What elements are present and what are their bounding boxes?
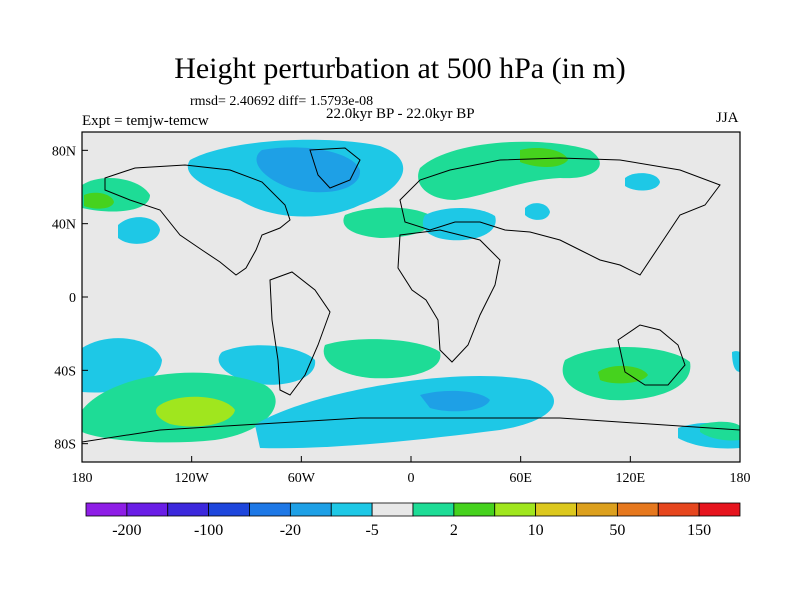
colorbar-swatch bbox=[698, 502, 741, 517]
lon-tick-label: 0 bbox=[408, 471, 415, 486]
colorbar-swatch bbox=[616, 502, 659, 517]
eurasia-outline bbox=[399, 157, 721, 276]
period-text: 22.0kyr BP - 22.0kyr BP bbox=[326, 106, 475, 122]
anomaly-region-positive bbox=[700, 421, 740, 441]
anomaly-region-positive bbox=[155, 396, 235, 427]
colorbar-label: -20 bbox=[280, 522, 301, 539]
lon-tick-label: 60W bbox=[288, 471, 316, 486]
colorbar-label: -200 bbox=[112, 522, 141, 539]
colorbar-swatch bbox=[576, 502, 618, 517]
chart-title: Height perturbation at 500 hPa (in m) bbox=[174, 52, 626, 85]
anomaly-region-positive bbox=[84, 192, 114, 209]
lat-tick-label: 40N bbox=[52, 218, 76, 233]
colorbar-swatch bbox=[249, 502, 291, 517]
coastlines bbox=[82, 147, 740, 443]
anomaly-region-negative bbox=[422, 207, 496, 241]
anomaly-region-negative bbox=[256, 147, 361, 193]
lat-tick-label: 80S bbox=[54, 438, 76, 453]
anomaly-region-negative bbox=[255, 376, 554, 449]
colorbar-label: -100 bbox=[194, 522, 223, 539]
colorbar-label: 50 bbox=[609, 522, 625, 539]
lon-tick-label: 60E bbox=[509, 471, 532, 486]
greenland-outline bbox=[309, 147, 361, 189]
lat-tick-label: 80N bbox=[52, 144, 76, 159]
anomaly-region-positive bbox=[323, 339, 441, 379]
colorbar-swatch bbox=[535, 502, 577, 517]
anomaly-region-negative bbox=[732, 351, 740, 372]
anomaly-region-negative bbox=[525, 203, 550, 220]
longitude-axis: 180 120W 60W 0 60E 120E 180 bbox=[72, 456, 751, 486]
colorbar: -200 -100 -20 -5 2 10 50 150 bbox=[85, 502, 741, 539]
map-plot-area bbox=[82, 132, 740, 462]
anomaly-region-positive bbox=[343, 207, 432, 238]
anomaly-region-positive bbox=[520, 148, 568, 167]
colorbar-label: 10 bbox=[528, 522, 544, 539]
colorbar-swatch bbox=[167, 502, 210, 517]
anomaly-region-negative bbox=[625, 173, 660, 191]
south-america-outline bbox=[269, 271, 331, 396]
colorbar-label: -5 bbox=[365, 522, 378, 539]
colorbar-swatch bbox=[657, 502, 700, 517]
anomaly-region-negative bbox=[420, 390, 490, 412]
season-text: JJA bbox=[716, 110, 739, 126]
colorbar-swatch bbox=[371, 502, 414, 517]
colorbar-swatch bbox=[126, 502, 169, 517]
colorbar-swatch bbox=[85, 502, 128, 517]
experiment-text: Expt = temjw-temcw bbox=[82, 113, 209, 129]
colorbar-swatch bbox=[330, 502, 373, 517]
colorbar-swatch bbox=[412, 502, 455, 517]
colorbar-swatch bbox=[494, 502, 537, 517]
colorbar-label: 2 bbox=[450, 522, 458, 539]
lat-tick-label: 40S bbox=[54, 364, 76, 379]
africa-outline bbox=[397, 229, 501, 363]
antarctica-outline bbox=[82, 417, 740, 443]
colorbar-swatch bbox=[289, 502, 332, 517]
lon-tick-label: 120W bbox=[175, 471, 210, 486]
colorbar-swatch bbox=[453, 502, 496, 517]
colorbar-swatch bbox=[208, 502, 250, 517]
contour-fills bbox=[82, 139, 740, 449]
lon-tick-label: 120E bbox=[616, 471, 646, 486]
anomaly-region-negative bbox=[118, 217, 160, 244]
lat-tick-label: 0 bbox=[69, 291, 76, 306]
lon-tick-label: 180 bbox=[730, 471, 751, 486]
anomaly-region-negative bbox=[218, 345, 316, 385]
lon-tick-label: 180 bbox=[72, 471, 93, 486]
australia-outline bbox=[617, 324, 686, 386]
colorbar-label: 150 bbox=[687, 522, 711, 539]
north-america-outline bbox=[104, 164, 291, 276]
latitude-axis: 80N 40N 0 40S 80S bbox=[52, 144, 88, 453]
stats-text: rmsd= 2.40692 diff= 1.5793e-08 bbox=[190, 94, 374, 109]
